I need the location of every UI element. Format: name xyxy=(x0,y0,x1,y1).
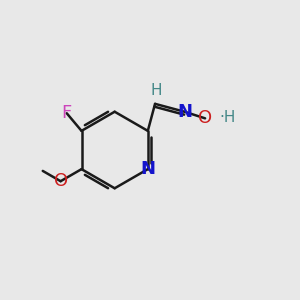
Text: N: N xyxy=(177,103,192,121)
Text: O: O xyxy=(53,172,68,190)
Text: N: N xyxy=(140,160,155,178)
Text: O: O xyxy=(198,109,212,127)
Text: H: H xyxy=(151,82,162,98)
Text: F: F xyxy=(61,104,72,122)
Text: ·H: ·H xyxy=(219,110,236,125)
